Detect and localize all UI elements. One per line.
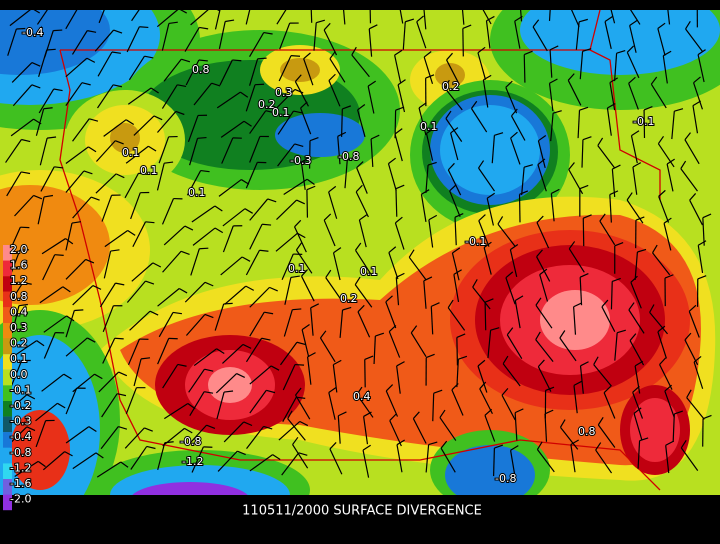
wind-barb-flag xyxy=(139,27,148,28)
legend-label: 0.3 xyxy=(10,321,28,334)
wind-barb-flag xyxy=(423,0,431,1)
contour-label: 0.1 xyxy=(420,120,438,133)
wind-barb-flag xyxy=(53,1,62,3)
contour-label: 0.1 xyxy=(140,164,158,177)
wind-barb-flag xyxy=(232,60,241,61)
legend-label: -0.4 xyxy=(10,430,31,443)
wind-barb-flag xyxy=(292,0,301,2)
wind-barb-flag xyxy=(291,56,300,57)
legend-label: -2.0 xyxy=(10,493,31,506)
wind-barb-flag xyxy=(292,309,301,310)
legend-label: -0.8 xyxy=(10,446,31,459)
contour-label: -0.1 xyxy=(633,115,654,128)
wind-barb-flag xyxy=(74,310,83,311)
wind-barb-flag xyxy=(115,338,124,339)
contour-label: 0.8 xyxy=(578,425,596,438)
wind-barb xyxy=(524,55,525,83)
wind-barb xyxy=(396,189,397,217)
wind-barb-flag xyxy=(55,255,64,256)
wind-barb-flag xyxy=(199,248,208,249)
contour-label: 0.3 xyxy=(275,86,293,99)
wind-barb xyxy=(457,337,458,365)
legend-label: -1.6 xyxy=(10,477,31,490)
contour-label: -0.3 xyxy=(290,154,311,167)
contour-label: -0.8 xyxy=(338,150,359,163)
legend-label: -0.2 xyxy=(10,399,31,412)
legend-label: 0.8 xyxy=(10,290,28,303)
wind-barb-flag xyxy=(47,49,56,50)
legend-label: 1.6 xyxy=(10,259,28,272)
contour-label: 0.4 xyxy=(353,390,371,403)
contour-label: 0.1 xyxy=(122,146,140,159)
wind-barb-flag xyxy=(80,5,89,6)
contour-label: -1.2 xyxy=(182,455,203,468)
legend-label: 0.0 xyxy=(10,368,28,381)
legend-label: 0.4 xyxy=(10,305,28,318)
wind-barb-flag xyxy=(224,303,233,304)
legend-label: 2.0 xyxy=(10,243,28,256)
map-title: 110511/2000 SURFACE DIVERGENCE xyxy=(242,504,482,519)
legend-label: 1.2 xyxy=(10,274,28,287)
contour-label: -0.8 xyxy=(495,472,516,485)
contour-label: -0.8 xyxy=(180,435,201,448)
contour-label: 0.2 xyxy=(442,80,460,93)
wind-barb xyxy=(370,0,371,23)
contour-label: 0.1 xyxy=(272,106,290,119)
contour-label: -0.1 xyxy=(465,235,486,248)
wind-barb-flag xyxy=(222,1,231,2)
contour-label: 0.1 xyxy=(360,265,378,278)
contour-label: 0.8 xyxy=(192,63,210,76)
wind-barb-flag xyxy=(258,58,267,59)
wind-barb-flag xyxy=(625,0,630,1)
contour-label: 0.1 xyxy=(188,186,206,199)
wind-barb xyxy=(611,281,612,309)
legend-label: -0.1 xyxy=(10,383,31,396)
legend-label: -0.3 xyxy=(10,415,31,428)
contour-label: 0.2 xyxy=(340,292,358,305)
wind-barb-flag xyxy=(295,365,304,366)
wind-barb xyxy=(307,190,308,218)
wind-barb-flag xyxy=(53,30,62,31)
legend-label: 0.1 xyxy=(10,352,28,365)
wind-barb-flag xyxy=(262,224,271,225)
contour-label: -0.4 xyxy=(22,26,43,39)
legend-label: -1.2 xyxy=(10,461,31,474)
wind-barb-flag xyxy=(198,138,207,139)
wind-barb-flag xyxy=(568,0,574,1)
wind-barb xyxy=(485,302,486,330)
contour-label: 0.1 xyxy=(288,262,306,275)
legend-label: 0.2 xyxy=(10,337,28,350)
wind-barb xyxy=(342,109,343,137)
